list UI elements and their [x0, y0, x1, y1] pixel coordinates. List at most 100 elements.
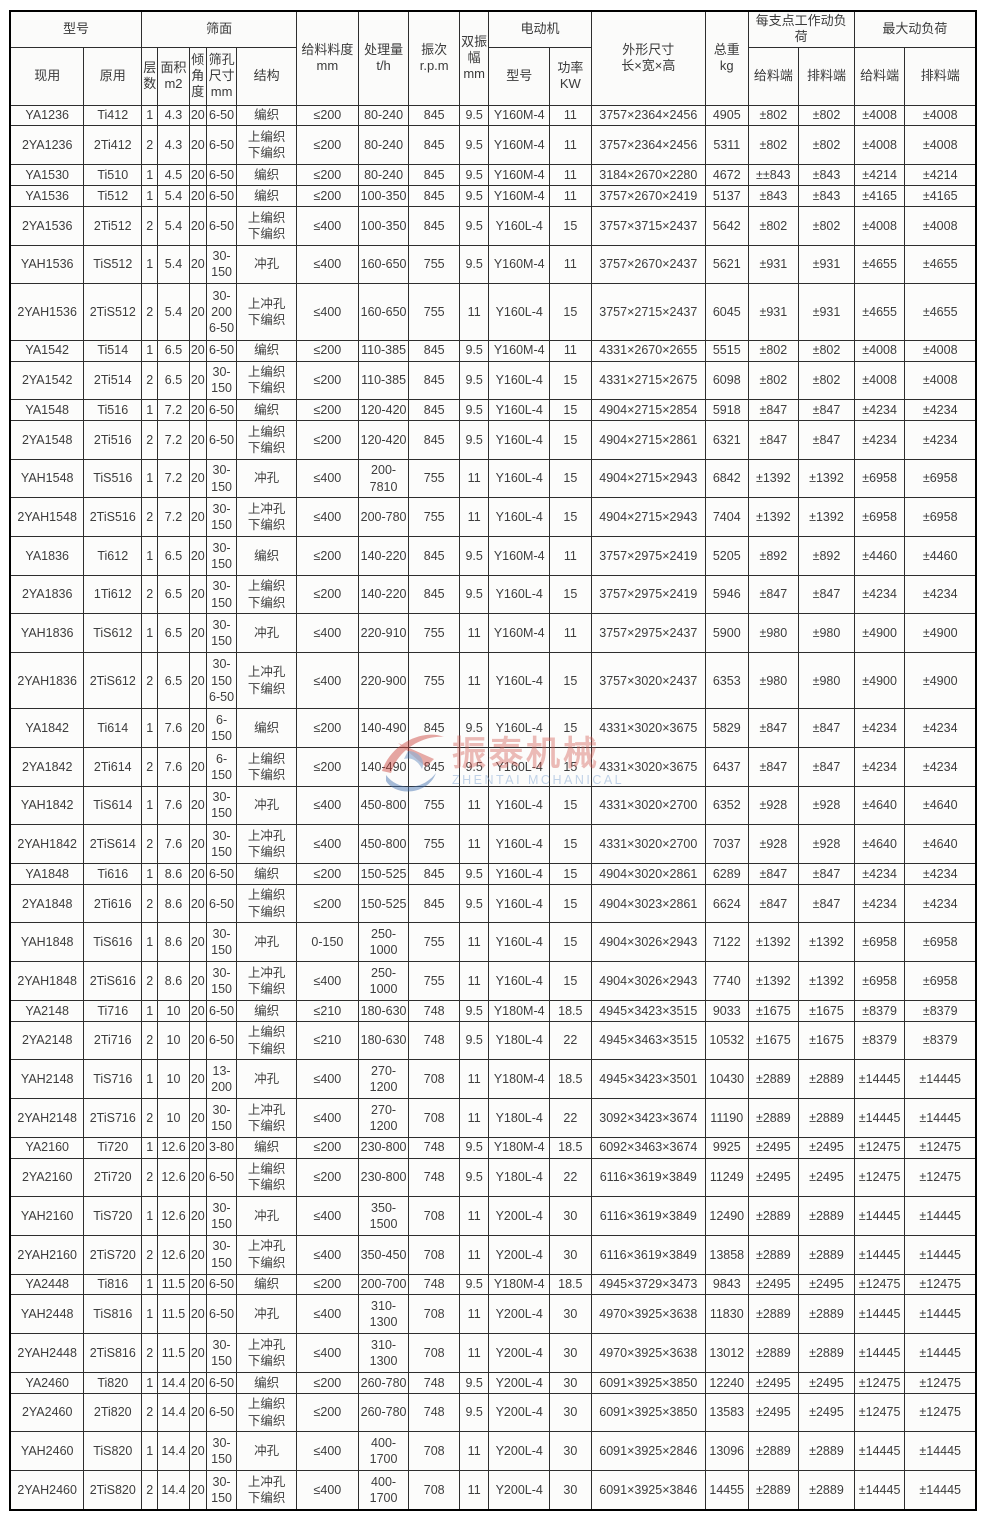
- cell-max-feed-end: ±14445: [853, 1234, 906, 1275]
- cell-model-old: TiS716: [83, 1059, 143, 1099]
- cell-motor-model: Y180L-4: [488, 1157, 551, 1198]
- cell-feed-size: ≤400: [296, 961, 359, 1001]
- cell-work-discharge-end: ±847: [798, 746, 855, 787]
- cell-vibration: 845: [408, 360, 460, 401]
- cell-motor-model: Y160M-4: [488, 613, 551, 653]
- cell-feed-size: ≤200: [296, 1371, 359, 1394]
- cell-capacity: 160-650: [357, 283, 410, 341]
- cell-amplitude: 11: [458, 458, 490, 499]
- cell-max-feed-end: ±4900: [853, 651, 906, 710]
- cell-vibration: 755: [408, 458, 460, 499]
- table-row: 2YAH1842 2TiS614 2 7.6 20 30- 150 上冲孔 下编…: [9, 824, 977, 864]
- cell-angle: 20: [188, 244, 207, 285]
- cell-area: 7.6: [157, 785, 190, 826]
- cell-vibration: 708: [408, 1469, 460, 1511]
- cell-area: 10: [157, 999, 190, 1022]
- table-row: YA1842 Ti614 1 7.6 20 6- 150 编织 ≤200 140…: [9, 708, 977, 748]
- cell-structure: 冲孔: [236, 1059, 298, 1099]
- cell-model-old: 2TiS612: [83, 651, 143, 710]
- cell-vibration: 845: [408, 125, 460, 166]
- cell-model-new: YA1836: [9, 536, 85, 576]
- cell-max-feed-end: ±4008: [853, 104, 906, 127]
- cell-max-discharge-end: ±4234: [904, 746, 977, 787]
- cell-angle: 20: [188, 1469, 207, 1511]
- cell-area: 10: [157, 1020, 190, 1061]
- cell-model-old: 2TiS820: [83, 1469, 143, 1511]
- cell-motor-power: 15: [549, 862, 592, 885]
- cell-feed-size: ≤200: [296, 574, 359, 615]
- cell-weight: 10430: [705, 1059, 749, 1099]
- cell-capacity: 100-350: [357, 185, 410, 207]
- cell-motor-model: Y200L-4: [488, 1392, 551, 1433]
- cell-layers: 2: [141, 1469, 159, 1511]
- cell-work-discharge-end: ±980: [798, 613, 855, 653]
- cell-max-discharge-end: ±4655: [904, 244, 977, 285]
- cell-amplitude: 9.5: [458, 883, 490, 924]
- cell-area: 5.4: [157, 283, 190, 341]
- cell-max-feed-end: ±14445: [853, 1196, 906, 1236]
- cell-feed-size: ≤400: [296, 651, 359, 710]
- cell-work-feed-end: ±1392: [747, 961, 800, 1001]
- table-row: YAH2448 TiS816 1 11.5 20 6-50 冲孔 ≤400 31…: [9, 1294, 977, 1335]
- cell-work-discharge-end: ±847: [798, 862, 855, 885]
- cell-structure: 上编织 下编织: [236, 125, 298, 166]
- cell-motor-power: 30: [549, 1333, 592, 1373]
- cell-angle: 20: [188, 206, 207, 246]
- cell-weight: 5137: [705, 185, 749, 207]
- header-model-old: 原用: [83, 46, 143, 106]
- cell-motor-power: 18.5: [549, 1273, 592, 1296]
- cell-max-discharge-end: ±12475: [904, 1273, 977, 1296]
- table-row: YA2460 Ti820 1 14.4 20 6-50 编织 ≤200 260-…: [9, 1371, 977, 1394]
- cell-motor-power: 15: [549, 708, 592, 748]
- cell-capacity: 200- 7810: [357, 458, 410, 499]
- cell-max-discharge-end: ±4008: [904, 104, 977, 127]
- cell-structure: 上冲孔 下编织: [236, 961, 298, 1001]
- cell-motor-model: Y160L-4: [488, 862, 551, 885]
- cell-angle: 20: [188, 1294, 207, 1335]
- cell-dimensions: 3757×2715×2437: [590, 283, 707, 341]
- cell-feed-size: ≤400: [296, 613, 359, 653]
- cell-max-discharge-end: ±4214: [904, 164, 977, 187]
- cell-structure: 编织: [236, 164, 298, 187]
- cell-layers: 1: [141, 1136, 159, 1159]
- cell-dimensions: 6091×3925×3846: [590, 1469, 707, 1511]
- cell-weight: 6624: [705, 883, 749, 924]
- cell-capacity: 110-385: [357, 360, 410, 401]
- cell-aperture: 30- 150: [205, 497, 238, 538]
- cell-layers: 2: [141, 1157, 159, 1198]
- cell-layers: 2: [141, 125, 159, 166]
- cell-area: 6.5: [157, 613, 190, 653]
- cell-model-new: YAH1536: [9, 244, 85, 285]
- cell-structure: 编织: [236, 185, 298, 207]
- cell-motor-model: Y160M-4: [488, 104, 551, 127]
- cell-dimensions: 3757×2975×2437: [590, 613, 707, 653]
- cell-motor-power: 15: [549, 574, 592, 615]
- cell-area: 5.4: [157, 244, 190, 285]
- header-amplitude: 双振 幅 mm: [458, 10, 490, 106]
- cell-area: 12.6: [157, 1136, 190, 1159]
- cell-max-feed-end: ±4234: [853, 708, 906, 748]
- cell-model-old: 1Ti612: [83, 574, 143, 615]
- cell-vibration: 845: [408, 339, 460, 362]
- cell-amplitude: 9.5: [458, 708, 490, 748]
- cell-feed-size: ≤400: [296, 206, 359, 246]
- cell-amplitude: 11: [458, 1196, 490, 1236]
- cell-work-feed-end: ±931: [747, 283, 800, 341]
- cell-work-discharge-end: ±847: [798, 708, 855, 748]
- cell-model-new: 2YAH1848: [9, 961, 85, 1001]
- cell-weight: 11249: [705, 1157, 749, 1198]
- cell-amplitude: 11: [458, 922, 490, 963]
- cell-aperture: 6-50: [205, 399, 238, 422]
- cell-area: 14.4: [157, 1431, 190, 1471]
- cell-dimensions: 6116×3619×3849: [590, 1196, 707, 1236]
- table-row: 2YAH1548 2TiS516 2 7.2 20 30- 150 上冲孔 下编…: [9, 497, 977, 538]
- cell-model-new: YA1848: [9, 862, 85, 885]
- cell-feed-size: ≤400: [296, 1333, 359, 1373]
- cell-aperture: 6-50: [205, 862, 238, 885]
- cell-work-feed-end: ±2889: [747, 1333, 800, 1373]
- cell-vibration: 748: [408, 1371, 460, 1394]
- cell-weight: 5621: [705, 244, 749, 285]
- cell-angle: 20: [188, 746, 207, 787]
- cell-model-new: YA2148: [9, 999, 85, 1022]
- cell-layers: 2: [141, 497, 159, 538]
